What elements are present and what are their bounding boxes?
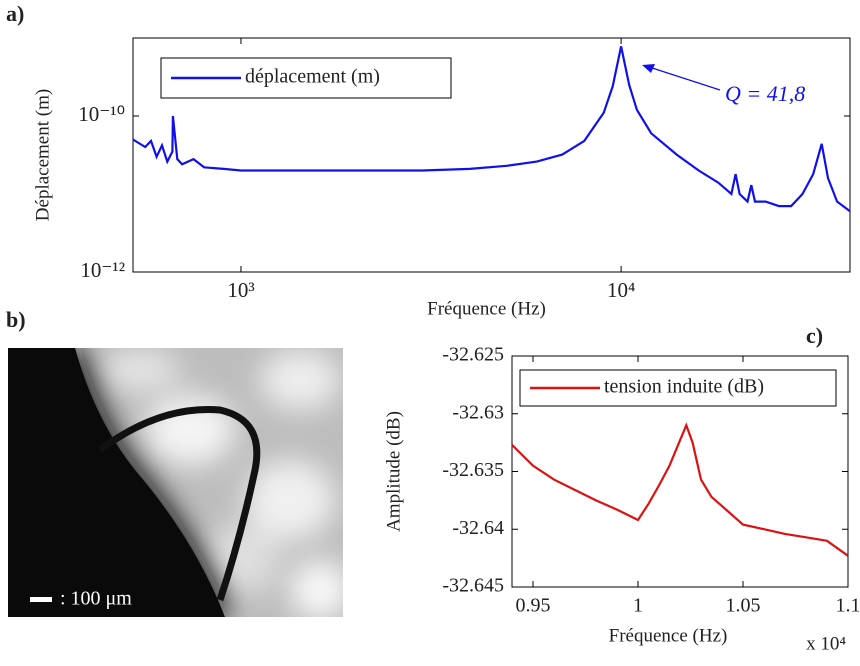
y-tick-label: -32.63	[452, 401, 504, 423]
annotation-arrowhead	[642, 64, 655, 73]
annotation-arrow	[645, 65, 721, 91]
y-tick-label: -32.625	[442, 344, 504, 366]
y-tick-label: -32.635	[442, 459, 504, 481]
data-line	[511, 422, 849, 557]
panel-label: a)	[6, 1, 24, 26]
scale-caption: : 100 μm	[60, 588, 132, 610]
legend-label: déplacement (m)	[245, 66, 380, 88]
legend-label: tension induite (dB)	[604, 376, 764, 398]
y-tick-label: -32.645	[442, 575, 504, 597]
legend-box	[519, 369, 837, 407]
x-multiplier: x 10⁴	[806, 633, 846, 654]
x-tick-label: 1.05	[726, 595, 761, 617]
x-tick-label: 1	[633, 595, 643, 617]
y-tick-label: -32.64	[452, 517, 504, 539]
micrograph	[8, 348, 343, 617]
y-tick-label: 10⁻¹²	[80, 258, 125, 282]
x-tick-label: 0.95	[516, 595, 551, 617]
y-tick-label: 10⁻¹⁰	[78, 102, 125, 126]
annotation: Q = 41,8	[725, 81, 805, 106]
x-tick-label: 1.1	[836, 595, 860, 617]
y-axis-label: Amplitude (dB)	[383, 411, 404, 532]
data-line	[132, 46, 851, 213]
x-axis-label: Fréquence (Hz)	[609, 625, 728, 646]
panel-label: b)	[6, 307, 26, 332]
panel-label: c)	[806, 323, 823, 348]
y-axis-label: Déplacement (m)	[32, 89, 53, 221]
x-tick-label: 10⁴	[607, 278, 635, 302]
plot-frame	[132, 37, 851, 273]
x-tick-label: 10³	[227, 278, 254, 302]
x-axis-label: Fréquence (Hz)	[427, 298, 546, 319]
